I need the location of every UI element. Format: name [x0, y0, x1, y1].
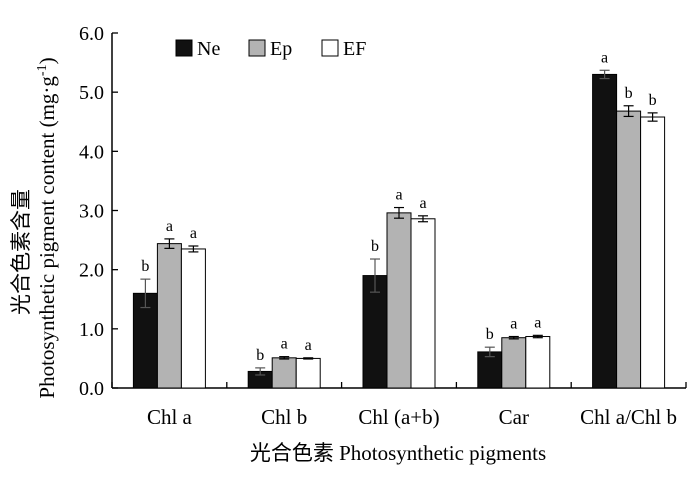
bar-ep: [501, 337, 527, 389]
significance-label: b: [486, 326, 494, 343]
significance-label: a: [281, 336, 288, 353]
legend-swatch-ne: [175, 39, 193, 57]
bar-ef: [295, 357, 321, 389]
legend-label-ne: Ne: [197, 38, 220, 60]
bar-ep: [616, 110, 642, 389]
bar-ne: [132, 292, 158, 389]
significance-label: a: [419, 195, 426, 212]
bar-ef: [180, 248, 206, 389]
y-axis-title-en: Photosynthetic pigment content (mg·g-1): [35, 57, 59, 398]
y-tick-label: 3.0: [79, 201, 104, 223]
x-category-label: Car: [499, 405, 529, 429]
significance-label: b: [625, 85, 633, 102]
significance-label: a: [510, 316, 517, 333]
x-category-label: Chl a: [147, 405, 193, 429]
bar-ep: [271, 357, 297, 389]
y-tick-label: 5.0: [79, 82, 104, 104]
legend-swatch-ef: [321, 39, 339, 57]
significance-label: a: [534, 314, 541, 331]
significance-label: b: [256, 347, 264, 364]
x-category-label: Chl b: [261, 405, 307, 429]
significance-label: a: [190, 225, 197, 242]
significance-label: a: [305, 337, 312, 354]
bar-ep: [386, 212, 412, 389]
significance-label: a: [601, 49, 608, 66]
y-tick-label: 6.0: [79, 23, 104, 45]
legend-swatch-ep: [248, 39, 266, 57]
x-category-label: Chl (a+b): [358, 405, 439, 429]
bar-ef: [640, 116, 666, 389]
bar-ef: [525, 336, 551, 389]
y-tick-label: 0.0: [79, 378, 104, 400]
x-axis-title: 光合色素 Photosynthetic pigments: [250, 441, 546, 465]
bar-ne: [362, 275, 388, 389]
bar-ne: [477, 351, 503, 389]
legend-label-ep: Ep: [270, 38, 292, 60]
significance-label: a: [166, 218, 173, 235]
bar-ef: [410, 218, 436, 389]
y-tick-label: 4.0: [79, 141, 104, 163]
y-tick-label: 1.0: [79, 319, 104, 341]
significance-label: b: [649, 92, 657, 109]
y-axis-title-cn: 光合色素含量: [9, 189, 33, 315]
bar-ne: [592, 73, 618, 389]
bar-ep: [156, 243, 182, 389]
legend-label-ef: EF: [343, 38, 366, 60]
significance-label: b: [141, 258, 149, 275]
significance-label: b: [371, 238, 379, 255]
significance-label: a: [395, 187, 402, 204]
y-tick-label: 2.0: [79, 260, 104, 282]
x-category-label: Chl a/Chl b: [580, 405, 677, 429]
